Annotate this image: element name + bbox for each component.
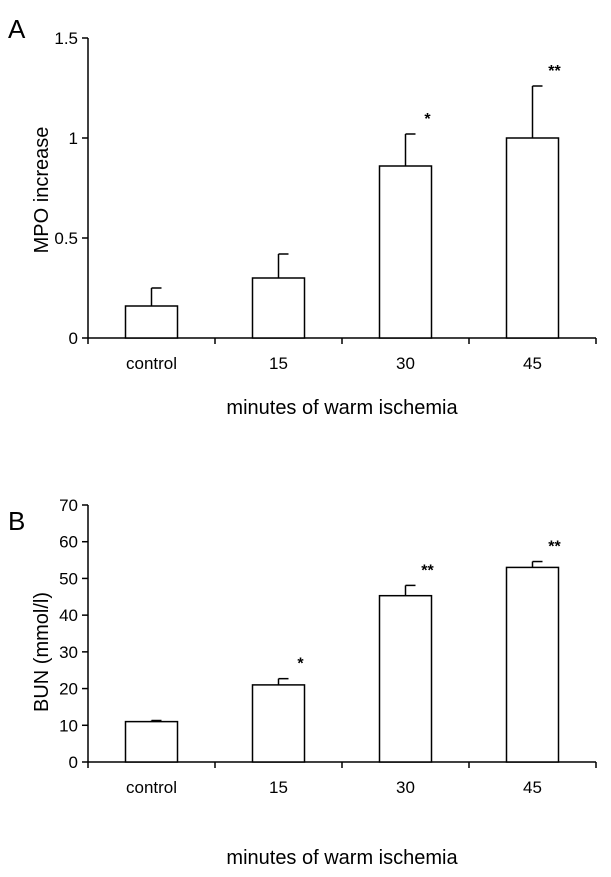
bar-a-1 [251, 277, 306, 339]
bar-a-2 [378, 165, 433, 339]
x-tick-label-b-2: 30 [396, 778, 415, 797]
x-tick-label-b-3: 45 [523, 778, 542, 797]
y-tick-label-b: 0 [69, 753, 78, 772]
panel-letter-b: B [8, 506, 25, 536]
x-tick-label-a-3: 45 [523, 354, 542, 373]
bar-b-0 [124, 720, 179, 763]
bar-b-1 [251, 684, 306, 763]
y-tick-label-a: 1.5 [54, 29, 78, 48]
panel-a: A MPO increase minutes of warm ischemia … [8, 14, 597, 419]
y-tick-label-b: 70 [59, 496, 78, 515]
significance-marker-a-3: ** [548, 63, 561, 80]
x-tick-label-a-1: 15 [269, 354, 288, 373]
x-tick-label-a-0: control [126, 354, 177, 373]
plot-area-b: 0 10 20 30 40 50 60 70 control 15 * 30 ** 45 ** [59, 496, 597, 797]
x-tick-label-a-2: 30 [396, 354, 415, 373]
y-tick-label-a: 0 [69, 329, 78, 348]
y-tick-label-b: 20 [59, 680, 78, 699]
bar-a-3 [505, 137, 560, 339]
significance-marker-b-2: ** [421, 562, 434, 579]
y-tick-label-a: 1 [69, 129, 78, 148]
y-tick-label-b: 40 [59, 606, 78, 625]
bar-b-2 [378, 594, 433, 763]
y-axis-title-b: BUN (mmol/l) [31, 592, 53, 712]
x-axis-title-b: minutes of warm ischemia [226, 847, 458, 869]
bar-b-3 [505, 566, 560, 763]
y-tick-label-b: 60 [59, 533, 78, 552]
x-axis-title-a: minutes of warm ischemia [226, 397, 458, 419]
x-tick-label-b-0: control [126, 778, 177, 797]
panel-b: B BUN (mmol/l) minutes of warm ischemia … [8, 496, 597, 869]
y-tick-label-a: 0.5 [54, 229, 78, 248]
significance-marker-b-3: ** [548, 539, 561, 556]
y-axis-title-a: MPO increase [31, 127, 53, 254]
x-tick-label-b-1: 15 [269, 778, 288, 797]
significance-marker-a-2: * [424, 111, 431, 128]
plot-area-a: 0 0.5 1 1.5 control 15 30 * 45 ** [54, 29, 597, 373]
y-tick-label-b: 10 [59, 716, 78, 735]
significance-marker-b-1: * [297, 656, 304, 673]
y-tick-label-b: 50 [59, 569, 78, 588]
panel-letter-a: A [8, 14, 26, 44]
bar-a-0 [124, 305, 179, 339]
y-tick-label-b: 30 [59, 643, 78, 662]
